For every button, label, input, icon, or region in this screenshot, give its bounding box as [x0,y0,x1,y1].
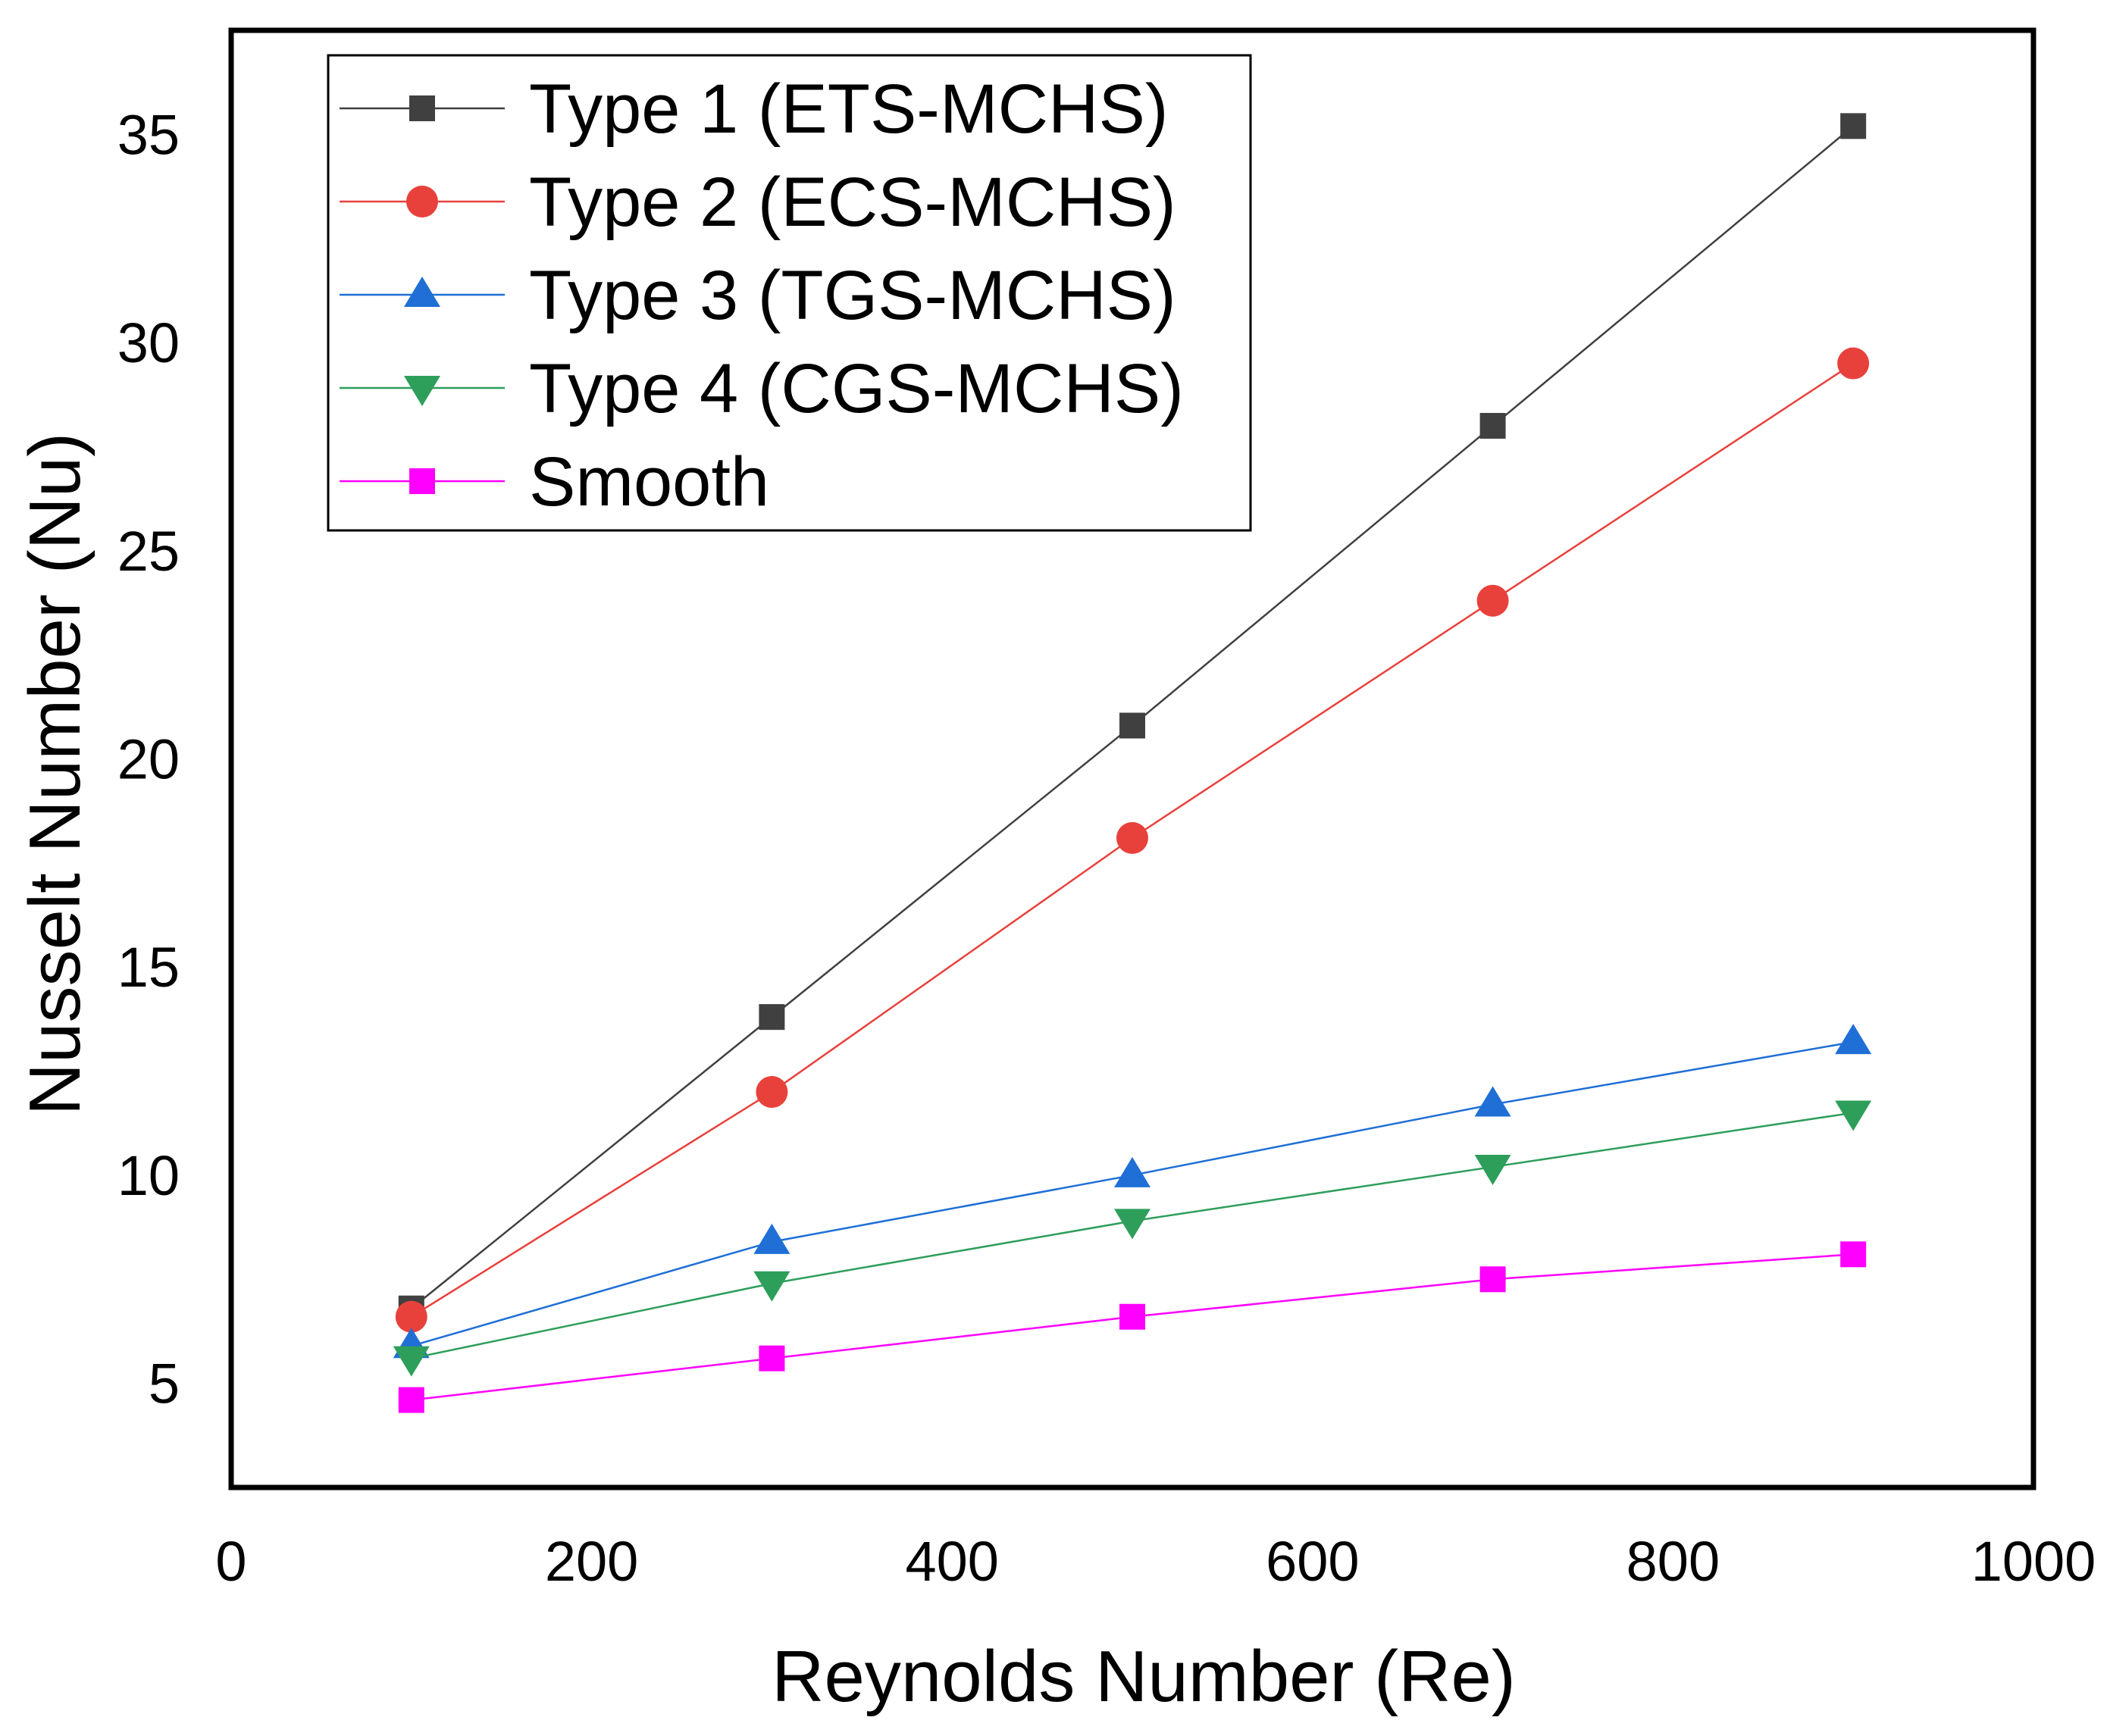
legend-label: Type 1 (ETS-MCHS) [529,70,1168,148]
legend-item: Type 1 (ETS-MCHS) [340,70,1168,148]
series-5 [398,1241,1867,1413]
data-point [1114,1209,1150,1240]
series-2 [395,347,1870,1333]
data-point [1479,1266,1506,1293]
legend-item: Type 2 (ECS-MCHS) [340,164,1176,241]
y-tick-label: 30 [117,311,180,374]
x-tick-label: 400 [905,1530,998,1593]
data-point [395,1300,427,1333]
data-point [1119,1303,1145,1330]
data-point [753,1271,790,1302]
y-axis-title: Nusselt Number (Nu) [14,433,95,1116]
y-tick-label: 20 [117,728,180,791]
legend-marker [409,95,435,121]
y-tick-label: 10 [117,1144,180,1207]
data-point [398,1387,424,1413]
x-tick-label: 0 [215,1530,246,1593]
x-tick-label: 600 [1266,1530,1359,1593]
data-point [1474,1154,1511,1185]
data-point [756,1076,788,1109]
data-point [1476,584,1509,617]
axes-layer: 0 200 400 600 800 1000 5 10 15 20 25 30 35 Reynolds N… [14,103,2096,1717]
legend-marker [409,468,435,494]
data-point [1474,1086,1511,1117]
x-tick-label: 800 [1626,1530,1720,1593]
x-axis-title: Reynolds Number (Re) [772,1636,1516,1717]
legend-item: Type 3 (TGS-MCHS) [340,257,1176,334]
y-tick-label: 35 [117,103,180,166]
series-1 [398,113,1867,1322]
data-point [1119,712,1145,739]
legend-label: Type 3 (TGS-MCHS) [529,257,1176,334]
legend-item: Smooth [340,443,769,521]
data-point [759,1345,785,1372]
data-point [1840,113,1867,139]
legend: Type 1 (ETS-MCHS) Type 2 (ECS-MCHS) Type 3… [327,54,1252,532]
x-tick-label: 200 [545,1530,638,1593]
y-tick-label: 15 [117,936,180,999]
data-point [1835,1100,1872,1131]
series-layer [393,113,1872,1413]
y-tick-label: 5 [149,1353,180,1415]
data-point [1840,1241,1867,1268]
data-point [1835,1024,1872,1055]
x-tick-label: 1000 [1971,1530,2096,1593]
data-point [393,1346,430,1377]
data-point [1116,821,1148,854]
legend-item: Type 4 (CGS-MCHS) [340,350,1184,427]
legend-box [327,54,1252,532]
legend-label: Type 4 (CGS-MCHS) [529,350,1184,427]
data-point [1114,1156,1150,1187]
legend-marker [404,277,440,307]
data-point [759,1004,785,1031]
legend-marker [404,376,440,406]
series-4 [393,1100,1872,1377]
legend-marker [406,186,438,217]
data-point [753,1223,790,1254]
data-point [1837,347,1870,380]
data-point [1479,412,1506,439]
legend-label: Type 2 (ECS-MCHS) [529,164,1176,241]
y-tick-label: 25 [117,520,180,583]
plot-frame [228,27,2036,1490]
legend-label: Smooth [529,443,769,521]
